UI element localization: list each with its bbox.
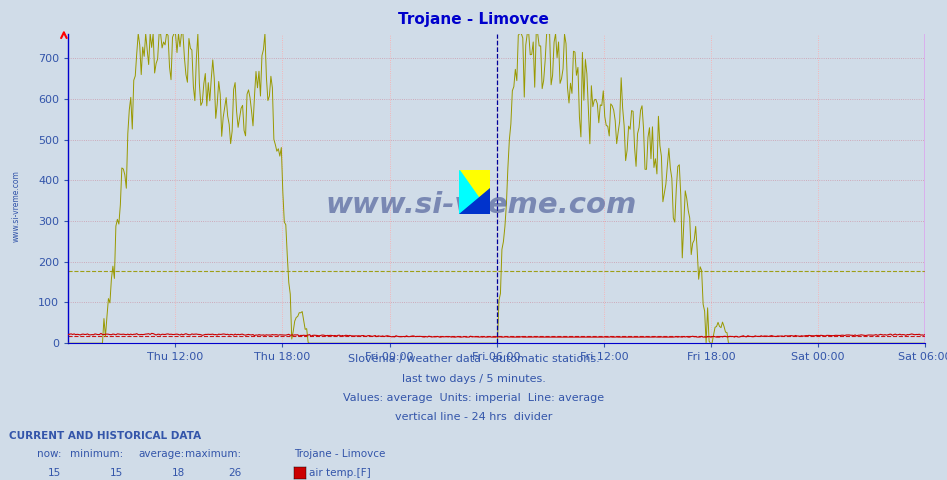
Text: vertical line - 24 hrs  divider: vertical line - 24 hrs divider: [395, 412, 552, 422]
Text: www.si-vreme.com: www.si-vreme.com: [11, 170, 21, 242]
Polygon shape: [459, 170, 490, 214]
Text: 18: 18: [171, 468, 185, 478]
Text: 26: 26: [228, 468, 241, 478]
Text: Trojane - Limovce: Trojane - Limovce: [294, 449, 384, 459]
Text: Trojane - Limovce: Trojane - Limovce: [398, 12, 549, 27]
Text: Values: average  Units: imperial  Line: average: Values: average Units: imperial Line: av…: [343, 393, 604, 403]
Text: last two days / 5 minutes.: last two days / 5 minutes.: [402, 373, 545, 384]
Text: maximum:: maximum:: [186, 449, 241, 459]
Text: www.si-vreme.com: www.si-vreme.com: [325, 191, 636, 219]
Text: 15: 15: [48, 468, 62, 478]
Text: Slovenia / weather data - automatic stations.: Slovenia / weather data - automatic stat…: [348, 354, 599, 364]
Text: average:: average:: [138, 449, 185, 459]
Text: now:: now:: [37, 449, 62, 459]
Text: air temp.[F]: air temp.[F]: [309, 468, 370, 478]
Polygon shape: [459, 188, 490, 214]
Text: CURRENT AND HISTORICAL DATA: CURRENT AND HISTORICAL DATA: [9, 431, 202, 441]
Text: minimum:: minimum:: [70, 449, 123, 459]
Text: 15: 15: [110, 468, 123, 478]
